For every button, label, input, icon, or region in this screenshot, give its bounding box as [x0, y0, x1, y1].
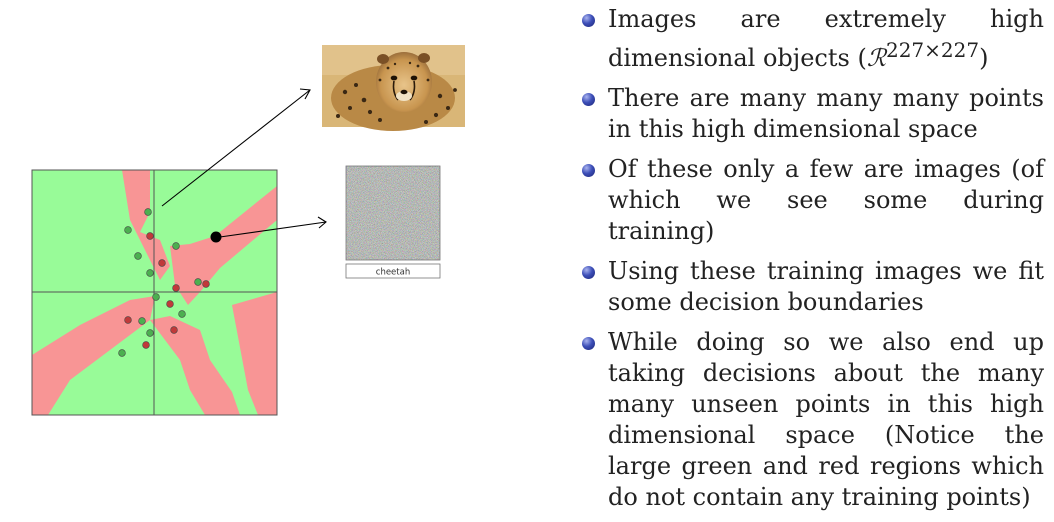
training-point-green	[146, 269, 154, 277]
training-point-green	[144, 208, 152, 216]
bullet-item: Of these only a few are images (of which…	[582, 154, 1044, 247]
caption-box	[345, 263, 441, 279]
noise-texture	[346, 166, 440, 260]
training-point-red	[170, 326, 178, 334]
math-exponent: 227×227	[885, 38, 980, 62]
arrow-to-cheetah-line	[161, 89, 311, 207]
red-region-lower-wedge	[150, 316, 240, 415]
training-point-red	[142, 341, 150, 349]
cheetah-spots	[336, 61, 457, 124]
bullet-item: Using these training images we fit some …	[582, 256, 1044, 318]
bullet-text: Using these training images we fit some …	[608, 257, 1044, 316]
bullet-dot	[582, 14, 595, 27]
red-region-lower-right	[232, 292, 277, 415]
cheetah-nose	[400, 89, 408, 95]
cheetah-muzzle	[396, 91, 412, 101]
cheetah-eye-right	[410, 75, 418, 81]
cheetah-eye-left	[390, 75, 398, 81]
training-point-red	[124, 316, 132, 324]
training-point-red	[166, 300, 174, 308]
cheetah-photo	[322, 45, 465, 131]
training-point-green	[178, 310, 186, 318]
math-symbol: ℛ	[866, 44, 886, 72]
bullet-item: Images are extremely high dimensional ob…	[582, 4, 1044, 74]
bullet-text: While doing so we also end up taking dec…	[608, 328, 1044, 511]
red-region-right-band	[170, 186, 277, 305]
bullet-text: Images are extremely high dimensional ob…	[608, 5, 1044, 72]
training-point-green	[194, 278, 202, 286]
caption-label: cheetah	[376, 268, 410, 278]
cheetah-ear-right	[418, 53, 430, 63]
bullet-suffix: )	[979, 44, 989, 72]
noise-frame	[345, 165, 441, 261]
training-point-green	[118, 349, 126, 357]
training-point-green	[134, 252, 142, 260]
red-region-lower-left	[32, 296, 155, 415]
arrow-to-noise-line	[219, 221, 327, 238]
red-region-top-wedge	[122, 170, 170, 280]
training-point-green	[138, 317, 146, 325]
unseen-point	[210, 231, 222, 243]
bullet-text: Of these only a few are images (of which…	[608, 155, 1044, 245]
training-point-green	[152, 293, 160, 301]
tear-mark-left	[392, 80, 399, 101]
training-point-green	[172, 242, 180, 250]
training-point-green	[146, 329, 154, 337]
bullet-dot	[582, 337, 595, 350]
decision-boundary-figure: cheetah	[31, 45, 465, 416]
bullet-item: While doing so we also end up taking dec…	[582, 327, 1044, 513]
bullet-dot	[582, 266, 595, 279]
bullet-text: There are many many many points in this …	[608, 84, 1044, 143]
training-point-red	[202, 280, 210, 288]
training-point-red	[172, 284, 180, 292]
noise-image: cheetah	[345, 165, 441, 279]
bullet-list: Images are extremely high dimensional ob…	[582, 4, 1044, 522]
training-point-red	[158, 259, 166, 267]
bullet-dot	[582, 93, 595, 106]
bullet-dot	[582, 164, 595, 177]
tear-mark-right	[409, 80, 416, 101]
bullet-item: There are many many many points in this …	[582, 83, 1044, 145]
training-point-red	[146, 232, 154, 240]
arrow-to-noise-head	[317, 216, 327, 229]
cheetah-ear-left	[377, 54, 389, 64]
figure-canvas: cheetah	[31, 45, 465, 416]
training-points	[118, 208, 210, 357]
arrow-to-cheetah-head	[299, 88, 311, 100]
training-point-green	[124, 226, 132, 234]
